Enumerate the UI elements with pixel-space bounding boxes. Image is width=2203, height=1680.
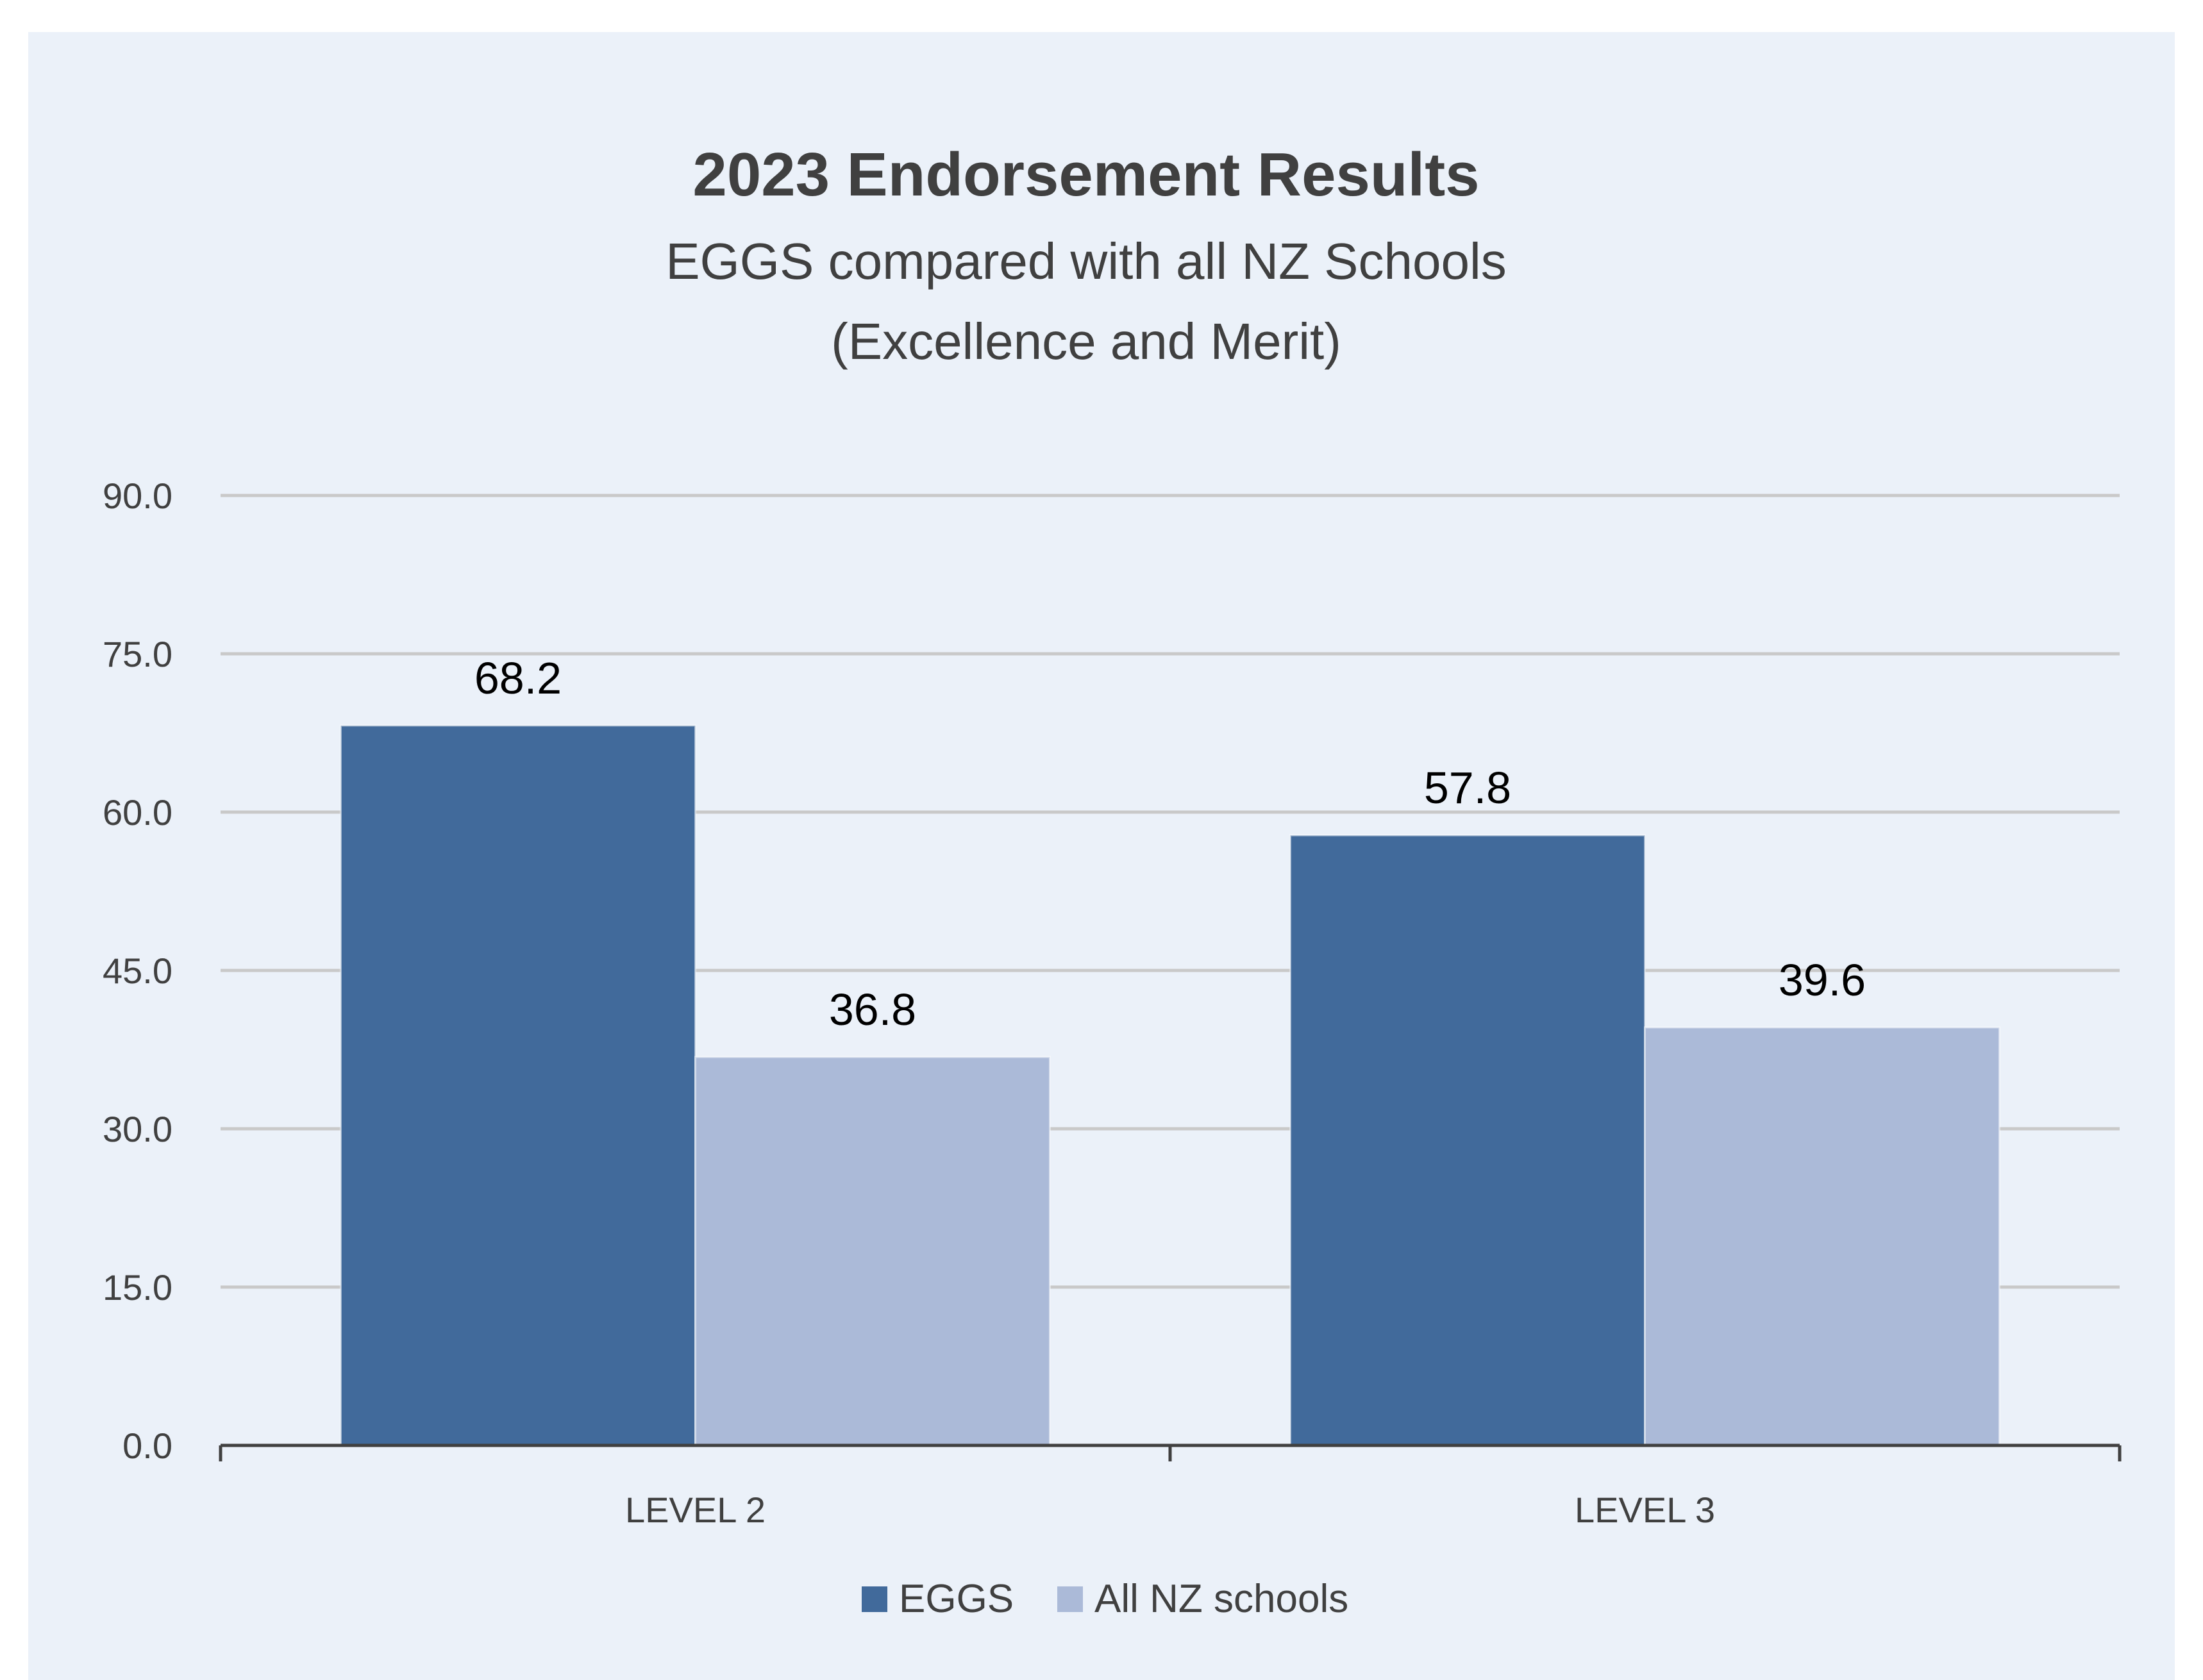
x-axis-category-labels: LEVEL 2 LEVEL 3 bbox=[625, 1490, 1715, 1530]
legend-label: All NZ schools bbox=[1094, 1577, 1348, 1621]
chart-title: 2023 Endorsement Results bbox=[692, 140, 1479, 209]
y-tick-label: 45.0 bbox=[103, 951, 172, 991]
y-tick-label: 60.0 bbox=[103, 792, 172, 833]
chart-subtitle-line-1: EGGS compared with all NZ Schools bbox=[666, 233, 1507, 290]
data-label: 57.8 bbox=[1424, 763, 1511, 813]
data-label: 68.2 bbox=[474, 653, 562, 703]
bar-eggs-level-2 bbox=[340, 724, 696, 1447]
x-category-label: LEVEL 3 bbox=[1575, 1490, 1715, 1530]
legend-swatch bbox=[1057, 1586, 1083, 1612]
bars bbox=[340, 724, 2000, 1447]
y-tick-label: 90.0 bbox=[103, 476, 172, 516]
data-label: 39.6 bbox=[1779, 955, 1866, 1005]
y-tick-label: 15.0 bbox=[103, 1267, 172, 1308]
legend: EGGS All NZ schools bbox=[862, 1577, 1348, 1621]
bar-all-nz-schools-level-2 bbox=[694, 1056, 1051, 1447]
y-tick-label: 75.0 bbox=[103, 634, 172, 674]
y-tick-label: 0.0 bbox=[122, 1426, 172, 1466]
data-labels: 68.2 36.8 57.8 39.6 bbox=[474, 653, 1866, 1035]
chart-panel: 2023 Endorsement Results EGGS compared w… bbox=[28, 32, 2175, 1680]
x-axis bbox=[219, 1443, 2122, 1461]
legend-label: EGGS bbox=[899, 1577, 1014, 1621]
y-axis-tick-labels: 0.0 15.0 30.0 45.0 60.0 75.0 90.0 bbox=[103, 476, 172, 1466]
bar-all-nz-schools-level-3 bbox=[1644, 1026, 2000, 1447]
bar-eggs-level-3 bbox=[1289, 834, 1646, 1447]
x-category-label: LEVEL 2 bbox=[625, 1490, 766, 1530]
y-tick-label: 30.0 bbox=[103, 1109, 172, 1149]
legend-swatch bbox=[862, 1586, 887, 1612]
chart-subtitle-line-2: (Excellence and Merit) bbox=[831, 313, 1341, 370]
chart-svg: 2023 Endorsement Results EGGS compared w… bbox=[103, 140, 2122, 1621]
data-label: 36.8 bbox=[829, 985, 916, 1035]
